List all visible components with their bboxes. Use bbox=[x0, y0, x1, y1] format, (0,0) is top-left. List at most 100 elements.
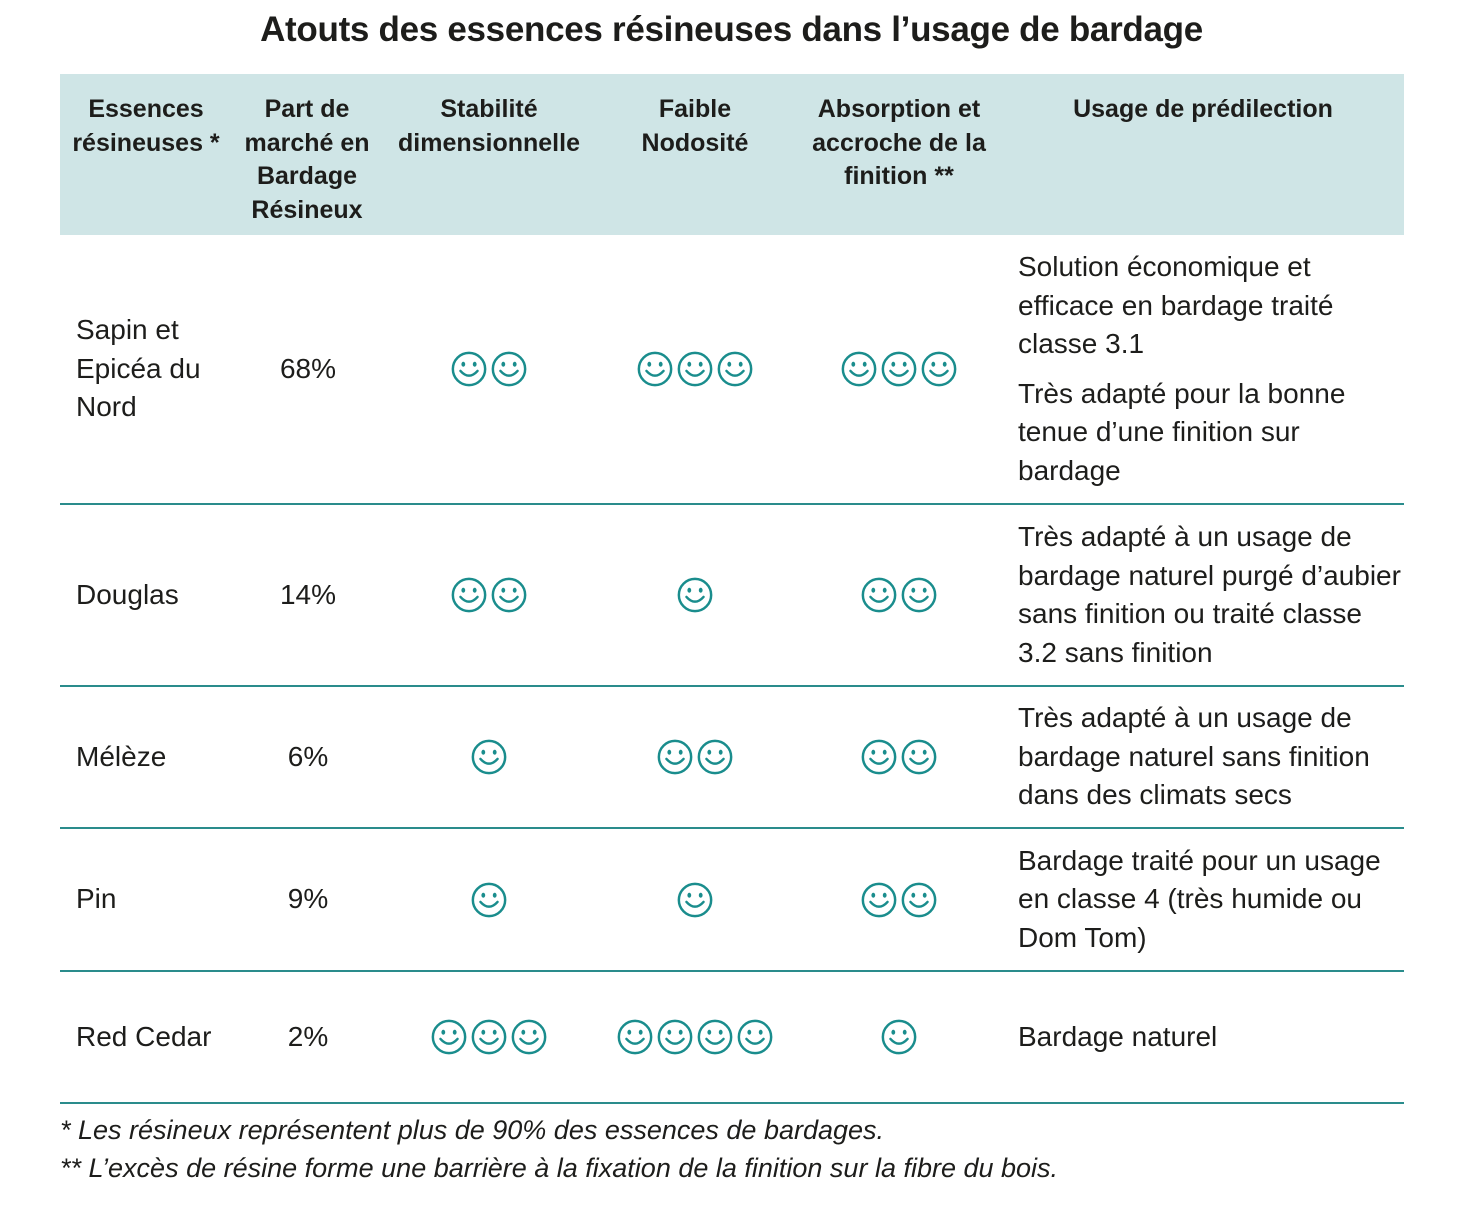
table-row: Sapin et Epicéa du Nord 68% Solution écono… bbox=[60, 235, 1404, 505]
comparison-table: Essences résineuses * Part de marché en … bbox=[60, 74, 1404, 1104]
smiley-group bbox=[860, 881, 938, 919]
smiley-icon bbox=[881, 351, 917, 387]
table-header: Essences résineuses * Part de marché en … bbox=[60, 74, 1404, 235]
usage-paragraph: Bardage naturel bbox=[1018, 1020, 1218, 1052]
smiley-group bbox=[656, 738, 734, 776]
header-part: Part de marché en Bardage Résineux bbox=[244, 95, 370, 224]
smiley-group bbox=[860, 738, 938, 776]
header-essences: Essences résineuses * bbox=[72, 95, 220, 157]
usage-text: Bardage traité pour un usage en classe 4… bbox=[1018, 842, 1404, 958]
cell-absorption-rating bbox=[796, 972, 1002, 1102]
cell-stabilite-rating bbox=[386, 687, 592, 827]
cell-part: 68% bbox=[279, 352, 337, 384]
cell-essence: Pin bbox=[76, 883, 117, 915]
smiley-icon bbox=[697, 1019, 733, 1055]
cell-essence: Sapin et Epicéa du Nord bbox=[76, 314, 201, 423]
cell-absorption-rating bbox=[796, 829, 1002, 970]
smiley-icon bbox=[901, 739, 937, 775]
footnotes: * Les résineux représentent plus de 90% … bbox=[60, 1111, 1058, 1187]
cell-stabilite-rating bbox=[386, 829, 592, 970]
cell-usage: Très adapté à un usage de bardage nature… bbox=[1018, 687, 1404, 827]
table-body: Sapin et Epicéa du Nord 68% Solution écono… bbox=[60, 235, 1404, 1104]
usage-text: Bardage naturel bbox=[1018, 1018, 1217, 1057]
cell-stabilite-rating bbox=[386, 505, 592, 685]
cell-part: 2% bbox=[287, 1020, 329, 1052]
cell-nodosite-rating bbox=[594, 687, 796, 827]
cell-usage: Bardage naturel bbox=[1018, 972, 1404, 1102]
cell-usage: Solution économique et efficace en barda… bbox=[1018, 235, 1404, 503]
usage-paragraph: Solution économique et efficace en barda… bbox=[1018, 251, 1334, 359]
smiley-group bbox=[880, 1018, 918, 1056]
cell-stabilite-rating bbox=[386, 235, 592, 503]
smiley-icon bbox=[471, 882, 507, 917]
header-usage: Usage de prédilection bbox=[1073, 95, 1333, 123]
smiley-group bbox=[616, 1018, 774, 1056]
cell-nodosite-rating bbox=[594, 235, 796, 503]
usage-paragraph: Très adapté à un usage de bardage nature… bbox=[1018, 702, 1370, 811]
smiley-icon bbox=[491, 351, 527, 387]
smiley-icon bbox=[471, 739, 507, 775]
smiley-icon bbox=[901, 577, 937, 613]
cell-stabilite-rating bbox=[386, 972, 592, 1102]
smiley-icon bbox=[861, 577, 897, 613]
cell-absorption-rating bbox=[796, 505, 1002, 685]
cell-part: 9% bbox=[287, 883, 329, 915]
table-row: Red Cedar 2% Bardage naturel bbox=[60, 972, 1404, 1104]
smiley-group bbox=[470, 738, 508, 776]
smiley-group bbox=[430, 1018, 548, 1056]
smiley-group bbox=[840, 350, 958, 388]
header-absorption: Absorption et accroche de la finition ** bbox=[812, 95, 986, 190]
usage-text: Solution économique et efficace en barda… bbox=[1018, 248, 1404, 490]
smiley-icon bbox=[677, 882, 713, 917]
usage-paragraph: Très adapté pour la bonne tenue d’une fi… bbox=[1018, 377, 1346, 486]
table-row: Pin 9% Bardage traité pour un usage en cla… bbox=[60, 829, 1404, 972]
cell-absorption-rating bbox=[796, 235, 1002, 503]
smiley-icon bbox=[717, 351, 753, 387]
smiley-group bbox=[860, 576, 938, 614]
cell-part: 6% bbox=[287, 740, 329, 772]
smiley-icon bbox=[451, 351, 487, 387]
smiley-icon bbox=[921, 351, 957, 387]
smiley-icon bbox=[491, 577, 527, 613]
cell-usage: Bardage traité pour un usage en classe 4… bbox=[1018, 829, 1404, 970]
usage-paragraph: Bardage traité pour un usage en classe 4… bbox=[1018, 844, 1381, 953]
smiley-group bbox=[636, 350, 754, 388]
smiley-icon bbox=[881, 1019, 917, 1055]
table-row: Mélèze 6% Très adapté à un usage de bardag… bbox=[60, 687, 1404, 829]
smiley-icon bbox=[431, 1019, 467, 1055]
smiley-group bbox=[450, 350, 528, 388]
smiley-icon bbox=[901, 882, 937, 917]
smiley-icon bbox=[861, 739, 897, 775]
header-stabilite: Stabilité dimensionnelle bbox=[398, 95, 580, 157]
usage-paragraph: Très adapté à un usage de bardage nature… bbox=[1018, 521, 1401, 668]
page-title: Atouts des essences résineuses dans l’us… bbox=[260, 10, 1203, 49]
smiley-icon bbox=[451, 577, 487, 613]
usage-text: Très adapté à un usage de bardage nature… bbox=[1018, 518, 1404, 672]
smiley-icon bbox=[617, 1019, 653, 1055]
smiley-icon bbox=[737, 1019, 773, 1055]
smiley-icon bbox=[677, 351, 713, 387]
cell-essence: Mélèze bbox=[76, 740, 167, 772]
smiley-icon bbox=[511, 1019, 547, 1055]
smiley-group bbox=[676, 576, 714, 614]
header-nodosite: Faible Nodosité bbox=[641, 95, 749, 157]
table-row: Douglas 14% Très adapté à un usage de bard… bbox=[60, 505, 1404, 687]
cell-essence: Red Cedar bbox=[76, 1020, 212, 1052]
smiley-icon bbox=[657, 1019, 693, 1055]
usage-text: Très adapté à un usage de bardage nature… bbox=[1018, 699, 1404, 815]
smiley-group bbox=[470, 881, 508, 919]
smiley-icon bbox=[841, 351, 877, 387]
cell-absorption-rating bbox=[796, 687, 1002, 827]
smiley-icon bbox=[697, 739, 733, 775]
smiley-icon bbox=[637, 351, 673, 387]
smiley-group bbox=[676, 881, 714, 919]
cell-nodosite-rating bbox=[594, 505, 796, 685]
footnote-2: ** L’excès de résine forme une barrière … bbox=[60, 1153, 1059, 1183]
cell-usage: Très adapté à un usage de bardage nature… bbox=[1018, 505, 1404, 685]
smiley-icon bbox=[861, 882, 897, 917]
cell-essence: Douglas bbox=[76, 578, 179, 610]
smiley-icon bbox=[657, 739, 693, 775]
smiley-icon bbox=[471, 1019, 507, 1055]
smiley-group bbox=[450, 576, 528, 614]
cell-nodosite-rating bbox=[594, 972, 796, 1102]
